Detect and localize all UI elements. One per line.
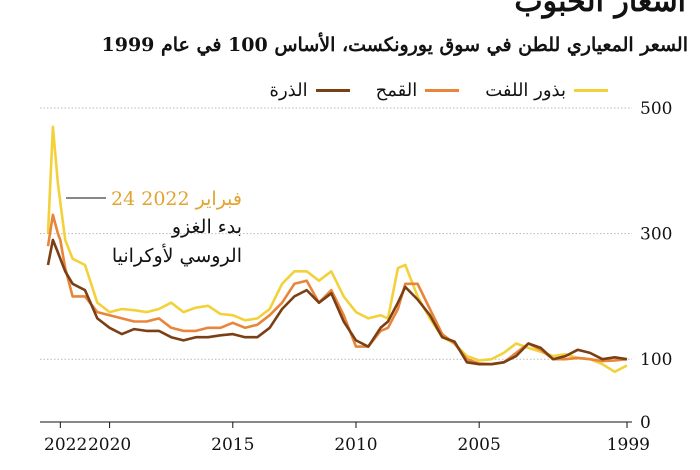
series-line-rapeseed [46, 125, 628, 374]
legend-label-wheat: القمح [375, 80, 418, 101]
x-tick-label: 1999 [607, 435, 650, 455]
y-tick-label: 100 [640, 350, 672, 370]
chart-subtitle: السعر المعياري للطن في سوق يورونكست، الأ… [101, 34, 689, 56]
grid-lines [40, 107, 632, 360]
chart-legend: بذور اللفت القمح الذرة [270, 80, 608, 101]
legend-item-corn: الذرة [270, 80, 350, 101]
invasion-annotation: 24 فبراير 2022 بدء الغزو الروسي لأوكراني… [66, 188, 242, 267]
y-axis: 0 100 300 500 [640, 99, 672, 433]
x-tick-label: 2020 [88, 435, 131, 455]
legend-swatch-rapeseed [574, 89, 608, 92]
x-tick-label: 2022 [44, 435, 87, 455]
legend-swatch-corn [315, 89, 350, 92]
series-line-corn [46, 238, 628, 366]
legend-label-corn: الذرة [269, 80, 308, 101]
annotation-date: 24 فبراير 2022 [111, 188, 242, 210]
legend-label-rapeseed: بذور اللفت [485, 80, 566, 101]
x-tick-label: 2005 [458, 435, 501, 455]
series-lines [46, 125, 628, 374]
x-tick-label: 2015 [211, 435, 254, 455]
annotation-line2: الروسي لأوكرانيا [112, 243, 242, 267]
annotation-line1: بدء الغزو [171, 216, 242, 238]
legend-item-rapeseed: بذور اللفت [485, 80, 608, 101]
legend-item-wheat: القمح [376, 80, 460, 101]
legend-swatch-wheat [425, 89, 460, 92]
chart-title: أسعار الحبوب [514, 0, 686, 19]
x-tick-label: 2010 [334, 435, 377, 455]
series-line-wheat [46, 213, 628, 366]
y-tick-label: 0 [640, 413, 651, 433]
y-tick-label: 500 [640, 99, 672, 119]
y-tick-label: 300 [640, 225, 672, 245]
